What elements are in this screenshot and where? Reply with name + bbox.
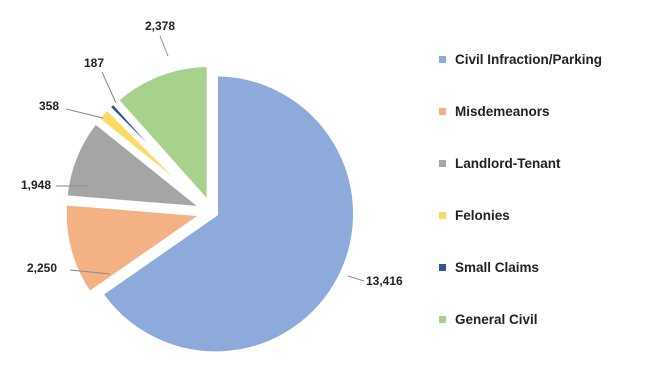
leader-line [101,71,117,104]
pie-slice-small-claims [104,98,209,208]
legend-swatch [439,316,446,323]
legend-label: Landlord-Tenant [455,156,561,171]
data-label: 358 [39,99,59,113]
data-label: 13,416 [366,274,403,288]
legend-label: Felonies [455,208,510,223]
leader-line [347,275,365,282]
pie-slice-civil-infraction-parking [97,71,358,357]
leader-line [69,269,111,275]
legend-label: Misdemeanors [455,104,550,119]
leader-line [159,35,169,57]
data-label: 2,378 [145,19,175,33]
legend-swatch [439,160,446,167]
pie-slice-misdemeanors [61,200,212,298]
legend-label: General Civil [455,312,538,327]
legend-swatch [439,56,446,63]
data-labels: 13,416 2,250 1,948 358 187 2,378 [21,19,403,288]
data-label: 1,948 [21,178,51,192]
legend-swatch [439,264,446,271]
data-label: 2,250 [27,261,57,275]
pie-slice-general-civil [112,62,212,212]
leader-lines [56,35,365,282]
pie-slices [61,62,358,357]
legend: Civil Infraction/Parking Misdemeanors Land… [439,52,602,327]
legend-label: Civil Infraction/Parking [455,52,602,67]
legend-swatch [439,212,446,219]
legend-label: Small Claims [455,260,539,275]
pie-slice-landlord-tenant [62,117,213,213]
leader-line [65,108,104,119]
data-label: 187 [84,56,104,70]
legend-swatch [439,108,446,115]
